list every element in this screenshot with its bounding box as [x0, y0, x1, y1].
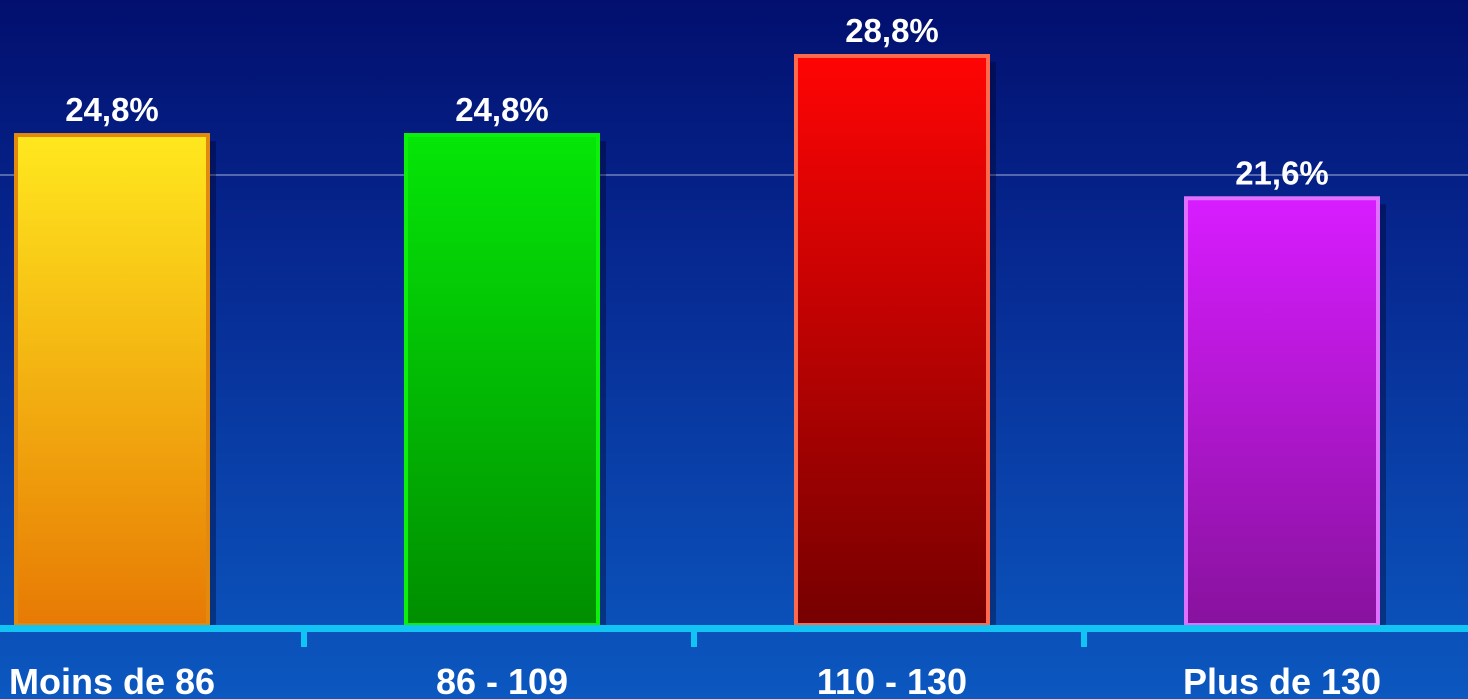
- bar-value-label: 21,6%: [1235, 154, 1329, 191]
- x-axis-tick: [301, 625, 307, 647]
- bar-3: [794, 54, 990, 627]
- bar-4: [1184, 196, 1380, 627]
- bar-value-label: 24,8%: [65, 91, 159, 128]
- bar-value-label: 28,8%: [845, 12, 939, 49]
- bar-2: [404, 133, 600, 627]
- bar-value-label: 24,8%: [455, 91, 549, 128]
- x-axis-tick: [691, 625, 697, 647]
- category-label: Moins de 86: [9, 661, 215, 699]
- category-label: 86 - 109: [436, 661, 568, 699]
- category-label: Plus de 130: [1183, 661, 1381, 699]
- x-axis-line: [0, 625, 1468, 632]
- category-label: 110 - 130: [817, 661, 967, 699]
- bar-1: [14, 133, 210, 627]
- x-axis-tick: [1081, 625, 1087, 647]
- bars-group: [14, 54, 1386, 627]
- x-axis: [0, 625, 1468, 647]
- labels-group: 24,8% Moins de 86 24,8% 86 - 109 28,8% 110 - …: [9, 12, 1381, 699]
